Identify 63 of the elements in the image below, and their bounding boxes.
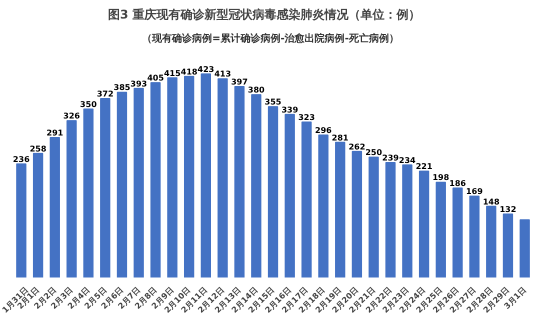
data-label: 198 bbox=[432, 173, 450, 182]
data-label: 148 bbox=[482, 197, 500, 206]
bar bbox=[368, 156, 379, 278]
data-label: 281 bbox=[332, 133, 349, 142]
bar bbox=[16, 163, 26, 278]
bar bbox=[402, 164, 412, 278]
data-label: 239 bbox=[382, 153, 400, 162]
chart-title: 图3 重庆现有确诊新型冠状病毒感染肺炎情况（单位：例） bbox=[108, 8, 420, 22]
data-label: 418 bbox=[180, 67, 198, 76]
bar bbox=[268, 106, 278, 278]
bar bbox=[452, 187, 463, 278]
data-label: 423 bbox=[198, 64, 214, 74]
data-label: 258 bbox=[30, 144, 47, 154]
bar bbox=[469, 196, 480, 278]
bar bbox=[234, 86, 245, 278]
bar bbox=[520, 219, 530, 278]
data-label: 413 bbox=[214, 70, 232, 79]
data-label: 355 bbox=[264, 98, 282, 107]
bar bbox=[502, 213, 514, 278]
bar bbox=[318, 134, 328, 278]
data-label: 415 bbox=[164, 68, 182, 78]
bar bbox=[385, 162, 396, 278]
bar bbox=[167, 77, 178, 278]
bar bbox=[83, 108, 94, 278]
bar bbox=[218, 78, 228, 278]
bar bbox=[184, 76, 194, 278]
bar bbox=[418, 170, 430, 278]
bar bbox=[436, 182, 446, 278]
data-label: 296 bbox=[315, 126, 332, 136]
data-label: 169 bbox=[466, 187, 484, 196]
data-label: 132 bbox=[500, 204, 516, 214]
data-label: 323 bbox=[298, 113, 315, 122]
bar bbox=[134, 88, 144, 278]
data-label: 397 bbox=[231, 77, 248, 86]
bar bbox=[352, 150, 362, 278]
bar bbox=[200, 73, 212, 278]
data-label: 385 bbox=[114, 83, 131, 92]
bar bbox=[251, 94, 262, 278]
bar bbox=[66, 120, 77, 278]
bar bbox=[150, 82, 161, 278]
data-label: 326 bbox=[63, 112, 80, 121]
chart-subtitle: （现有确诊病例=累计确诊病例-治愈出院病例-死亡病例） bbox=[142, 32, 399, 44]
data-label: 236 bbox=[12, 154, 30, 164]
bar bbox=[100, 98, 110, 278]
bar bbox=[32, 152, 44, 278]
bar bbox=[284, 114, 295, 278]
data-label: 221 bbox=[416, 162, 433, 172]
data-label: 372 bbox=[96, 89, 114, 98]
bar bbox=[50, 136, 60, 278]
data-label: 291 bbox=[46, 128, 64, 138]
data-label: 405 bbox=[147, 74, 164, 83]
data-label: 262 bbox=[348, 142, 366, 152]
bar bbox=[116, 92, 128, 278]
data-label: 186 bbox=[449, 178, 466, 188]
data-label: 234 bbox=[398, 156, 416, 165]
data-label: 393 bbox=[130, 79, 148, 88]
bar bbox=[486, 206, 496, 278]
bar bbox=[301, 122, 312, 278]
data-label: 250 bbox=[365, 148, 382, 158]
bar bbox=[335, 142, 346, 278]
data-label: 380 bbox=[248, 86, 266, 95]
data-label: 339 bbox=[281, 105, 299, 114]
data-label: 350 bbox=[80, 100, 98, 110]
